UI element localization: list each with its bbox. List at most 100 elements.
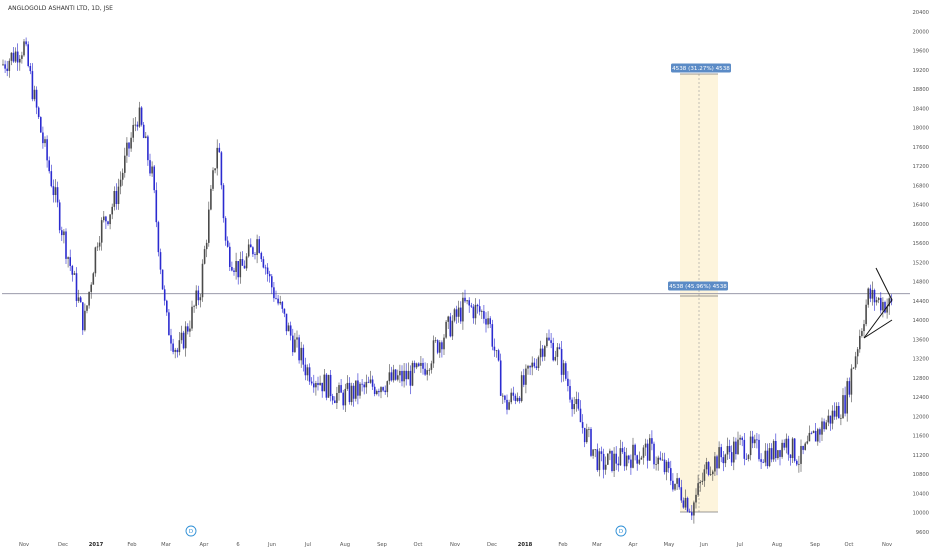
candle-body [697, 483, 699, 495]
x-tick-label: Jul [304, 542, 311, 548]
candle-body [693, 502, 695, 516]
candle-body [239, 259, 242, 278]
candle-body [48, 160, 50, 172]
candle-body [600, 451, 603, 454]
y-axis[interactable]: 9600 10000 10400 10800 11200 11600 12000 12400 1… [912, 10, 929, 536]
candle-body [46, 139, 48, 161]
candle-body [350, 385, 353, 403]
candle-body [29, 66, 32, 72]
candle-body [455, 309, 458, 317]
x-tick-label: Aug [340, 542, 350, 548]
dividend-marker-icon[interactable] [185, 525, 197, 537]
candle-body [653, 443, 655, 465]
candle-body [529, 365, 531, 368]
candle-body [237, 261, 239, 278]
candle-body [426, 370, 428, 375]
candle-body [453, 309, 456, 321]
candle-body [844, 395, 846, 414]
y-tick-label: 15600 [912, 241, 929, 247]
candle-body [474, 304, 477, 319]
candle-body [182, 332, 185, 349]
candle-body [128, 142, 130, 149]
candle-body [16, 51, 19, 63]
candle-body [325, 374, 328, 398]
x-tick-label: Mar [161, 542, 172, 548]
y-tick-label: 13600 [912, 337, 929, 343]
candle-body [142, 124, 145, 138]
candle-body [159, 252, 162, 270]
candle-body [539, 348, 542, 358]
candles [2, 37, 893, 524]
candle-body [714, 456, 716, 472]
candle-body [361, 383, 363, 385]
candle-body [191, 306, 193, 329]
dividend-marker-icon[interactable] [615, 525, 627, 537]
candle-body [871, 290, 874, 299]
candle-body [588, 428, 590, 430]
candle-body [472, 306, 475, 319]
candle-body [98, 242, 101, 247]
candle-body [833, 410, 836, 417]
candle-body [260, 252, 263, 260]
y-tick-label: 10800 [912, 472, 929, 478]
y-tick-label: 14800 [912, 280, 929, 286]
candle-body [848, 381, 851, 395]
candle-body [623, 451, 626, 467]
candle-body [793, 438, 796, 461]
candle-body [556, 347, 559, 357]
y-tick-label: 16000 [912, 222, 929, 228]
candle-body [279, 301, 281, 304]
triangle-pattern-support[interactable] [863, 319, 893, 339]
candle-body [838, 405, 840, 419]
candle-body [424, 368, 426, 375]
candle-body [659, 457, 662, 460]
candle-body [357, 380, 359, 396]
candle-body [166, 300, 168, 313]
candle-body [821, 421, 823, 435]
candle-body [745, 458, 748, 460]
candle-body [502, 395, 504, 397]
y-tick-label: 17600 [912, 145, 929, 151]
candle-body [701, 480, 704, 482]
candle-body [625, 455, 628, 467]
candle-body [75, 273, 78, 301]
y-tick-label: 18800 [912, 87, 929, 93]
y-tick-label: 17200 [912, 164, 929, 170]
candle-body [520, 375, 523, 402]
candle-body [523, 375, 525, 385]
x-axis[interactable]: Nov Dec 2017 Feb Mar Apr 6 Jun Jul Aug Sep Oct Nov De… [19, 542, 892, 548]
candle-body [405, 370, 407, 380]
candle-body [184, 326, 187, 349]
candle-body [466, 300, 468, 302]
candle-body [187, 326, 189, 332]
candle-body [226, 240, 229, 247]
candle-body [31, 71, 34, 100]
candle-body [831, 410, 834, 424]
candle-body [678, 478, 680, 488]
candle-body [344, 388, 347, 406]
triangle-pattern[interactable] [863, 267, 893, 339]
candle-body [199, 297, 202, 301]
candle-body [329, 374, 332, 397]
candle-body [579, 408, 582, 423]
triangle-pattern-line[interactable] [863, 267, 893, 339]
candle-body [735, 441, 737, 455]
candle-body [77, 297, 80, 301]
candle-body [25, 41, 27, 45]
candle-body [138, 107, 141, 127]
candle-body [791, 438, 794, 459]
candle-body [760, 459, 762, 462]
candle-body [170, 335, 172, 344]
candle-body [796, 460, 798, 465]
candle-body [512, 392, 515, 396]
candle-body [373, 386, 376, 395]
candle-body [476, 304, 479, 307]
candle-body [592, 449, 594, 456]
candle-body [506, 399, 508, 410]
candle-body [777, 450, 779, 459]
candle-body [436, 340, 439, 353]
